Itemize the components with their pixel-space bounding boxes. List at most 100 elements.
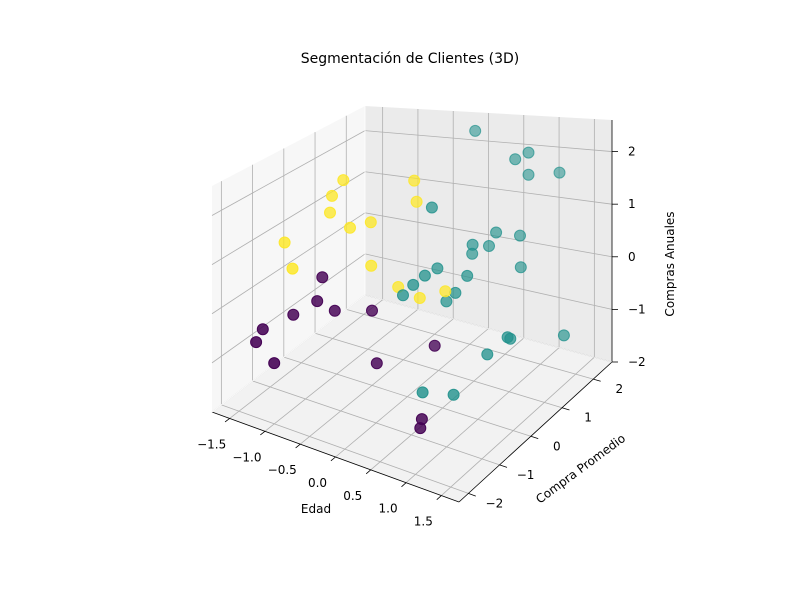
- data-point-cluster-1: [449, 286, 462, 299]
- data-point-cluster-0: [328, 304, 341, 317]
- z-tick-label: 1: [628, 197, 636, 211]
- z-grid-line-back: [364, 212, 613, 258]
- pane-edge-back: [364, 294, 613, 363]
- y-tick-mark: [530, 435, 539, 440]
- x-grid-line-floor: [299, 318, 454, 445]
- x-grid-line-floor: [229, 299, 383, 419]
- y-tick-label: −2: [486, 496, 504, 510]
- data-point-cluster-1: [501, 331, 514, 344]
- x-tick-label: −1.0: [232, 450, 261, 464]
- z-grid-line-left: [211, 253, 366, 364]
- x-tick-mark: [365, 469, 372, 475]
- data-point-cluster-1: [431, 262, 444, 275]
- data-point-cluster-1: [557, 329, 570, 342]
- data-point-cluster-1: [466, 238, 479, 251]
- x-tick-label: 0.0: [308, 476, 327, 490]
- data-point-cluster-0: [414, 422, 427, 435]
- z-axis-title: Compras Anuales: [663, 211, 677, 316]
- data-point-cluster-0: [256, 323, 269, 336]
- data-point-cluster-1: [440, 295, 453, 308]
- data-point-cluster-2: [439, 285, 452, 298]
- y-tick-mark: [499, 464, 508, 468]
- y-tick-mark: [593, 378, 601, 382]
- x-grid-line-floor: [335, 328, 489, 458]
- z-grid-line-back: [364, 130, 613, 152]
- x-tick-label: 1.0: [379, 502, 398, 516]
- data-point-cluster-2: [364, 216, 377, 229]
- y-grid-line-floor: [283, 356, 531, 437]
- z-grid-line-back: [364, 253, 613, 310]
- data-point-cluster-1: [397, 289, 409, 302]
- z-tick-label: 0: [628, 250, 636, 264]
- x-tick-mark: [260, 430, 266, 436]
- z-tick-label: 2: [628, 145, 636, 159]
- data-point-cluster-1: [461, 269, 474, 282]
- z-grid-line-back: [364, 171, 613, 205]
- data-point-cluster-1: [407, 278, 420, 291]
- y-tick-mark: [468, 493, 476, 497]
- y-grid-line-floor: [221, 404, 469, 494]
- data-point-cluster-2: [278, 236, 291, 249]
- data-point-cluster-0: [268, 357, 281, 370]
- data-point-cluster-0: [316, 271, 329, 284]
- data-point-cluster-2: [413, 292, 426, 304]
- z-grid-line-left: [211, 130, 366, 216]
- data-point-cluster-1: [416, 386, 429, 399]
- data-point-cluster-1: [509, 153, 522, 166]
- data-point-cluster-2: [408, 174, 421, 187]
- data-point-cluster-0: [366, 304, 378, 317]
- z-tick-label: −1: [628, 302, 646, 316]
- data-point-cluster-2: [337, 174, 350, 187]
- data-point-cluster-2: [410, 195, 423, 208]
- x-grid-line-floor: [441, 356, 595, 496]
- data-point-cluster-1: [425, 201, 438, 214]
- x-tick-mark: [436, 495, 442, 501]
- data-point-cluster-1: [483, 240, 495, 252]
- x-tick-mark: [330, 456, 336, 462]
- y-tick-label: 0: [553, 439, 561, 453]
- data-point-cluster-2: [344, 221, 356, 234]
- data-point-cluster-1: [481, 348, 494, 361]
- y-tick-label: 1: [584, 411, 592, 425]
- data-point-cluster-2: [365, 259, 378, 272]
- data-point-cluster-2: [286, 262, 299, 275]
- x-axis-title: Edad: [301, 502, 331, 516]
- y-grid-line-floor: [346, 308, 594, 380]
- x-tick-label: −1.5: [197, 437, 226, 451]
- y-tick-label: −1: [517, 468, 535, 482]
- y-tick-label: 2: [615, 382, 623, 396]
- data-points: [250, 124, 570, 435]
- data-point-cluster-1: [469, 124, 482, 137]
- z-grid-line-left: [211, 171, 366, 265]
- x-tick-label: 1.5: [414, 515, 433, 529]
- x-grid-line-floor: [264, 309, 419, 432]
- y-tick-mark: [561, 407, 570, 411]
- x-tick-label: −0.5: [268, 463, 297, 477]
- x-tick-label: 0.5: [343, 489, 362, 503]
- data-point-cluster-0: [287, 308, 300, 321]
- data-point-cluster-1: [490, 226, 503, 239]
- data-point-cluster-1: [447, 388, 460, 401]
- y-axis-line: [458, 361, 613, 503]
- data-point-cluster-1: [514, 261, 527, 274]
- y-grid-line-floor: [314, 332, 563, 409]
- x-tick-mark: [295, 443, 301, 449]
- data-point-cluster-2: [326, 189, 338, 202]
- data-point-cluster-2: [324, 206, 336, 219]
- y-axis-title: Compra Promedio: [533, 431, 628, 506]
- data-point-cluster-1: [418, 269, 431, 282]
- data-point-cluster-0: [250, 336, 263, 349]
- chart-title: Segmentación de Clientes (3D): [301, 51, 520, 67]
- x-grid-line-floor: [405, 347, 560, 484]
- y-grid-line-floor: [252, 380, 500, 466]
- data-point-cluster-0: [311, 295, 324, 308]
- data-point-cluster-1: [553, 166, 566, 179]
- data-point-cluster-0: [370, 357, 383, 370]
- x-grid-line-floor: [370, 337, 525, 471]
- data-point-cluster-1: [522, 168, 535, 181]
- x-tick-mark: [401, 482, 407, 488]
- data-point-cluster-1: [514, 229, 526, 242]
- data-point-cluster-1: [522, 146, 535, 159]
- z-tick-label: −2: [628, 355, 646, 369]
